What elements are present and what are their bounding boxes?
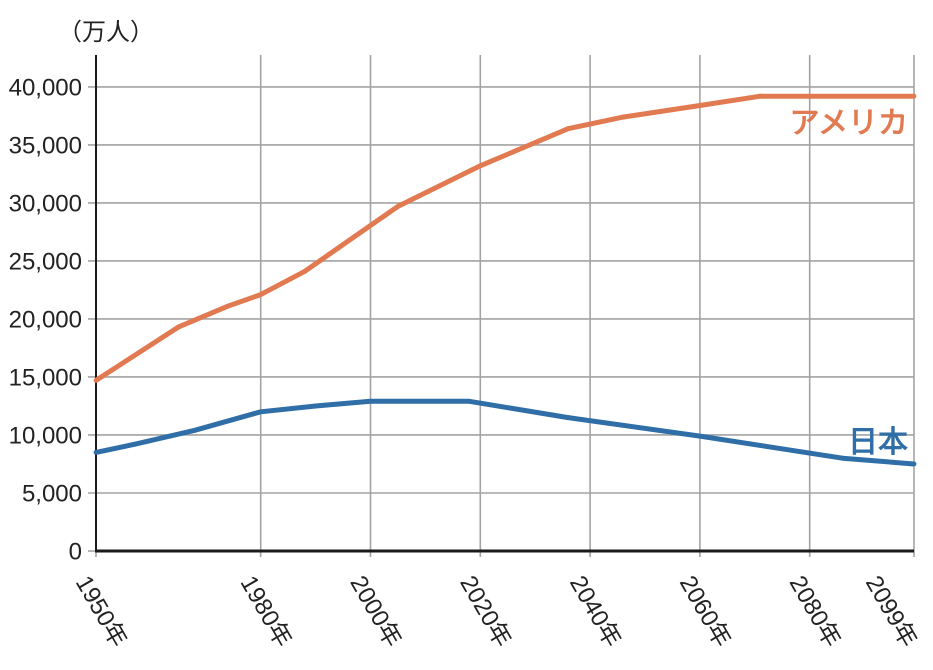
data-point [132,441,137,447]
series-line [94,93,914,383]
x-tick-label: 2020年 [454,571,516,652]
data-point [258,409,264,415]
series-label: 日本 [848,426,908,459]
x-tick-label: 2000年 [344,571,406,652]
y-tick-labels: 0 5,000 10,000 15,000 20,000 25,000 30,000 35,0… [9,75,82,566]
data-point [697,433,703,439]
data-point [192,427,198,433]
series-line [95,398,915,467]
y-tick-label: 0 [69,539,82,566]
data-point [302,268,308,274]
data-point [565,126,571,132]
data-point [395,204,401,209]
x-tick-label: 2080年 [784,571,846,652]
data-point [225,303,231,309]
x-tick-label: 1980年 [235,571,297,652]
series-group: アメリカ [93,93,917,383]
data-point [911,461,917,467]
x-tick-label: 2099年 [860,571,922,652]
y-tick-label: 15,000 [9,365,82,392]
y-tick-label: 25,000 [9,249,82,276]
data-point [840,455,846,461]
x-tick-label: 2040年 [564,571,626,652]
series-label: アメリカ [790,107,909,140]
data-point [565,415,571,420]
data-point [368,398,373,404]
data-point [697,103,703,108]
data-point [757,93,763,99]
y-tick-label: 40,000 [9,75,82,102]
data-point [93,378,99,383]
series-group: 日本 [93,398,917,467]
y-tick-label: 20,000 [9,307,82,334]
y-tick-label: 30,000 [9,191,82,218]
x-tick-label: 1950年 [70,571,132,652]
data-point [313,403,318,409]
x-tick-label: 2060年 [674,571,736,652]
y-tick-label: 10,000 [9,423,82,450]
y-tick-label: 35,000 [9,133,82,160]
data-point [175,324,181,330]
data-point [477,163,483,169]
data-point [911,93,917,99]
grid-lines [88,55,915,557]
data-point [466,398,472,404]
x-tick-labels: 1950年 1980年 2000年 2020年 2040年 2060年 2080年 2099年 [70,571,922,652]
data-point [258,292,264,297]
data-point [620,114,626,120]
y-tick-label: 5,000 [22,481,82,508]
data-point [93,449,99,455]
y-axis-unit-label: （万人） [58,19,154,46]
